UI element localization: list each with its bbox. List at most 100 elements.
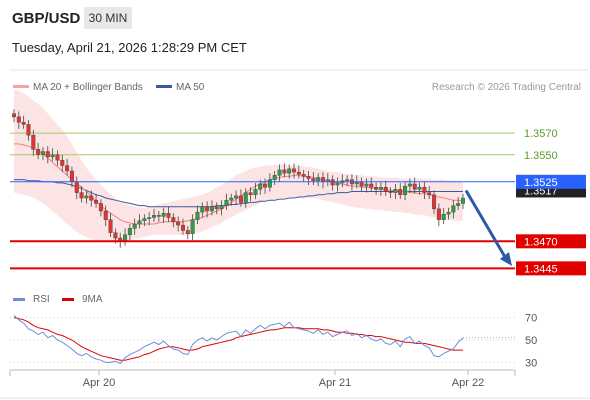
ma50-legend-label: MA 50 (176, 82, 205, 93)
candle-body (176, 221, 181, 226)
candle-body (238, 195, 243, 203)
candle-body (345, 179, 350, 181)
candle-body (306, 176, 311, 179)
candle-body (219, 205, 224, 210)
current-price-box (516, 174, 586, 189)
candle-body (171, 217, 176, 223)
candle-body (200, 206, 205, 213)
candle-body (185, 230, 190, 234)
candle-body (103, 210, 108, 220)
candle-body (369, 183, 374, 188)
candle-body (374, 187, 379, 190)
candle-body (98, 203, 103, 212)
candle-body (74, 181, 79, 193)
rsi-legend-swatch (13, 298, 25, 301)
ma50-line (14, 179, 463, 208)
candle-body (272, 175, 277, 180)
candle-body (55, 154, 60, 161)
rsi-legend: RSI 9MA (13, 294, 103, 305)
x-tick-label: Apr 20 (83, 377, 115, 389)
candle-body (359, 181, 364, 187)
resistance-label-1: 1.3570 (524, 128, 558, 140)
rsi-tick-30: 30 (525, 357, 537, 369)
candle-body (316, 177, 321, 181)
candle-body (461, 197, 466, 204)
timestamp: Tuesday, April 21, 2026 1:28:29 PM CET (12, 40, 247, 55)
candle-body (282, 169, 287, 174)
candle-body (403, 185, 408, 195)
candle-body (65, 165, 70, 172)
target-label-box-1 (516, 234, 586, 249)
ma20-legend-label: MA 20 + Bollinger Bands (33, 82, 143, 93)
candle-body (253, 189, 258, 195)
candle-body (137, 220, 142, 225)
candle-body (26, 124, 31, 136)
candle-body (113, 232, 118, 239)
candle-body (40, 151, 45, 155)
candle-body (451, 205, 456, 213)
candle-body (311, 178, 316, 181)
header-bar: GBP/USD 30 MIN (0, 0, 590, 38)
candle-body (301, 174, 306, 177)
candle-body (16, 116, 21, 123)
candle-body (427, 192, 432, 195)
candles (11, 109, 466, 248)
forecast-arrow-head (500, 251, 512, 266)
candle-body (156, 215, 161, 217)
candle-body (364, 183, 369, 187)
target-label-1: 1.3470 (524, 236, 558, 248)
candle-body (152, 215, 157, 218)
x-tick-label: Apr 21 (319, 377, 351, 389)
x-tick-label: Apr 22 (452, 377, 484, 389)
candle-body (277, 169, 282, 176)
resistance-label-2: 1.3550 (524, 150, 558, 162)
copyright-text: Research © 2026 Trading Central (432, 82, 581, 93)
candle-body (31, 135, 36, 150)
candle-body (45, 151, 50, 158)
candle-body (36, 149, 41, 155)
candle-body (417, 187, 422, 190)
candle-body (388, 191, 393, 193)
candle-body (60, 159, 65, 166)
forecast-arrow-shaft (464, 189, 507, 258)
ma20-line (14, 143, 464, 225)
candle-body (258, 183, 263, 190)
rsi-tick-50: 50 (525, 335, 537, 347)
candle-body (94, 199, 99, 204)
chart-legend: MA 20 + Bollinger Bands MA 50 Research ©… (13, 82, 581, 93)
candle-body (436, 208, 441, 220)
candle-body (166, 212, 171, 218)
candle-body (330, 179, 335, 186)
ma20-legend-swatch (13, 85, 29, 88)
candle-body (407, 183, 412, 187)
candle-body (142, 218, 147, 221)
candle-body (21, 122, 26, 125)
candle-body (393, 189, 398, 193)
candle-body (446, 211, 451, 215)
candle-body (320, 177, 325, 183)
candle-body (224, 199, 229, 206)
candle-body (190, 219, 195, 234)
candle-body (456, 203, 461, 206)
candle-body (267, 179, 272, 188)
timeframe-button[interactable]: 30 MIN (84, 7, 132, 29)
candle-body (378, 187, 383, 190)
candle-body (296, 171, 301, 175)
candle-body (383, 187, 388, 192)
candle-body (398, 189, 403, 195)
candle-body (292, 168, 297, 173)
rsi-plot-area: 70 50 30 (10, 313, 537, 369)
candle-body (432, 194, 437, 210)
candle-body (132, 223, 137, 229)
candle-body (335, 182, 340, 186)
candle-body (263, 183, 268, 188)
candle-body (205, 206, 210, 212)
rsi-line (13, 315, 464, 365)
candle-body (287, 168, 292, 174)
candle-body (195, 211, 200, 220)
ma9-legend-swatch (62, 298, 74, 301)
currency-pair-title: GBP/USD (12, 10, 81, 27)
ma50-legend-swatch (156, 85, 172, 88)
